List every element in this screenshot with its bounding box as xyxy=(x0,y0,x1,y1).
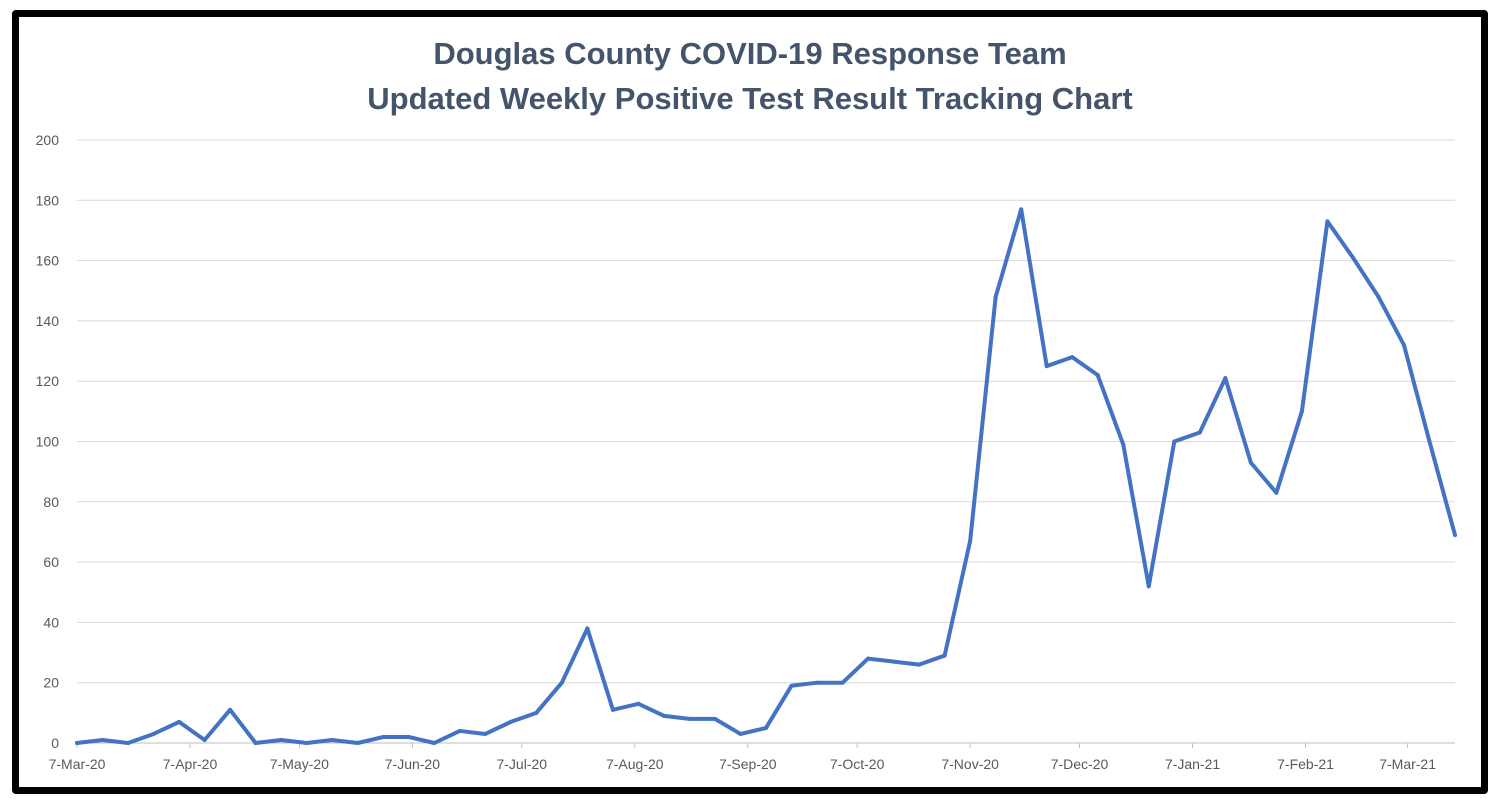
data-point xyxy=(1299,409,1304,414)
data-point xyxy=(1172,439,1177,444)
data-point xyxy=(993,294,998,299)
x-tick-label: 7-Jun-20 xyxy=(385,756,440,772)
y-tick-label: 160 xyxy=(36,253,60,269)
series-line xyxy=(75,207,1457,745)
data-point xyxy=(253,741,258,745)
y-tick-label: 60 xyxy=(43,554,59,570)
x-tick-label: 7-Nov-20 xyxy=(941,756,999,772)
data-point xyxy=(508,719,513,724)
data-point xyxy=(100,737,105,742)
data-point xyxy=(228,707,233,712)
y-tick-label: 80 xyxy=(43,494,59,510)
data-point xyxy=(866,656,871,661)
x-tick-label: 7-Feb-21 xyxy=(1277,756,1334,772)
x-tick-label: 7-Oct-20 xyxy=(830,756,885,772)
x-tick-label: 7-Sep-20 xyxy=(719,756,777,772)
x-tick-label: 7-Mar-20 xyxy=(49,756,106,772)
x-tick-label: 7-Mar-21 xyxy=(1379,756,1436,772)
data-point xyxy=(202,737,207,742)
data-point xyxy=(738,731,743,736)
y-tick-label: 200 xyxy=(36,132,60,148)
data-point xyxy=(1401,343,1406,348)
data-point xyxy=(1376,294,1381,299)
x-tick-label: 7-Apr-20 xyxy=(163,756,218,772)
data-point xyxy=(968,538,973,543)
data-point xyxy=(1427,439,1432,444)
data-point xyxy=(712,716,717,721)
data-point xyxy=(687,716,692,721)
data-point xyxy=(151,731,156,736)
x-tick-label: 7-Aug-20 xyxy=(606,756,664,772)
x-tick-label: 7-Jan-21 xyxy=(1165,756,1220,772)
data-point xyxy=(304,741,309,745)
data-point xyxy=(330,737,335,742)
data-point xyxy=(661,713,666,718)
chart-title: Douglas County COVID-19 Response Team xyxy=(433,36,1067,71)
data-point xyxy=(534,710,539,715)
data-point xyxy=(1350,255,1355,260)
data-point xyxy=(483,731,488,736)
data-point xyxy=(126,741,131,745)
chart-frame xyxy=(12,10,1488,794)
data-point xyxy=(1121,442,1126,447)
chart-subtitle: Updated Weekly Positive Test Result Trac… xyxy=(367,81,1133,116)
y-tick-label: 0 xyxy=(51,735,59,751)
data-point xyxy=(457,728,462,733)
data-point xyxy=(279,737,284,742)
data-point xyxy=(1453,532,1457,537)
data-point xyxy=(1274,490,1279,495)
data-point xyxy=(1325,219,1330,224)
data-point xyxy=(1223,376,1228,381)
y-tick-label: 140 xyxy=(36,313,60,329)
data-point xyxy=(585,626,590,631)
x-tick-label: 7-Dec-20 xyxy=(1051,756,1109,772)
data-point xyxy=(177,719,182,724)
data-point xyxy=(1070,355,1075,360)
data-point xyxy=(1044,364,1049,369)
data-point xyxy=(891,659,896,664)
data-point xyxy=(815,680,820,685)
data-point xyxy=(406,734,411,739)
data-point xyxy=(942,653,947,658)
data-point xyxy=(636,701,641,706)
y-tick-label: 40 xyxy=(43,614,59,630)
data-point xyxy=(355,741,360,745)
y-tick-label: 20 xyxy=(43,675,59,691)
x-tick-label: 7-May-20 xyxy=(270,756,329,772)
data-point xyxy=(1197,430,1202,435)
data-point xyxy=(610,707,615,712)
x-tick-label: 7-Jul-20 xyxy=(496,756,547,772)
data-point xyxy=(840,680,845,685)
data-point xyxy=(1248,460,1253,465)
data-point xyxy=(764,725,768,730)
data-point xyxy=(917,662,922,667)
data-point xyxy=(559,680,564,685)
data-point xyxy=(1146,584,1151,589)
data-point xyxy=(1095,373,1100,378)
y-tick-label: 120 xyxy=(36,373,60,389)
data-point xyxy=(75,741,79,745)
y-tick-label: 180 xyxy=(36,192,60,208)
y-tick-label: 100 xyxy=(36,434,60,450)
data-point xyxy=(381,734,386,739)
data-point xyxy=(432,741,437,745)
data-point xyxy=(1019,207,1024,212)
data-point xyxy=(789,683,794,688)
